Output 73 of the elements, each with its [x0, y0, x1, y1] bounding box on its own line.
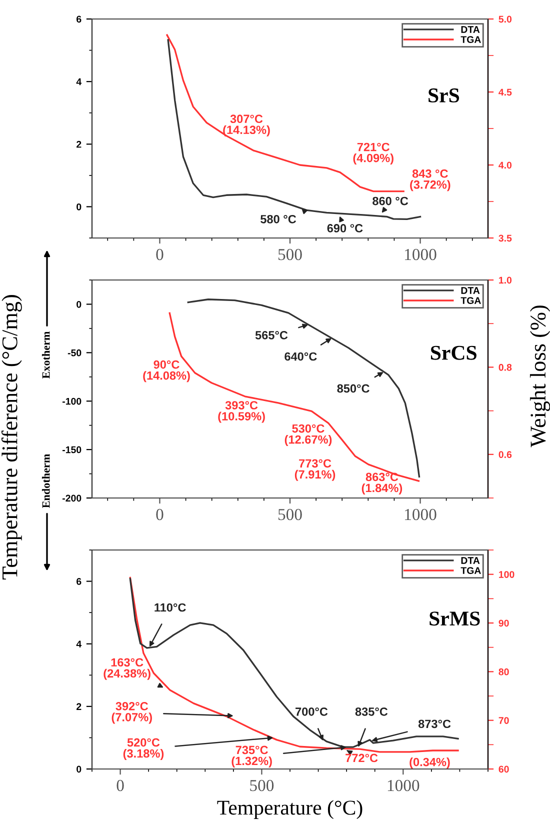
x-axis-title: Temperature (°C)	[217, 800, 362, 819]
y2-tick-label: 90	[498, 620, 509, 627]
y-tick-label: -50	[68, 349, 82, 356]
text: TGA	[460, 297, 481, 304]
y-tick-label: 2	[76, 140, 82, 148]
x-tick-label: 500	[278, 508, 302, 520]
y2-tick-label: 0.6	[498, 451, 512, 458]
x-tick-label: 0	[156, 248, 164, 260]
annotation: SrS	[428, 88, 460, 102]
annotation: 843 °C (3.72%)	[410, 169, 450, 192]
annotation: 565°C	[255, 331, 288, 340]
y2-tick-label: 100	[499, 571, 514, 578]
x-tick-label: 500	[250, 780, 274, 792]
y-tick-label: 0	[76, 300, 82, 308]
y-tick-label: -150	[62, 446, 82, 454]
annotation: 850°C	[337, 384, 370, 393]
annotation: 721°C (4.09%)	[353, 142, 394, 165]
annotation: 700°C	[296, 707, 328, 716]
y2-axis-title: Weight loss (%)	[530, 306, 550, 448]
x-tick-label: 0	[156, 508, 164, 520]
annotation: 772°C	[346, 754, 378, 762]
y2-tick-label: 70	[498, 717, 509, 724]
annotation: 393°C (10.59%)	[218, 401, 265, 423]
y-tick-label: 6	[76, 578, 82, 585]
text: Endotherm	[42, 454, 50, 508]
y2-tick-label: 5.0	[498, 16, 512, 23]
line-series	[166, 34, 404, 192]
annotation: 773°C (7.91%)	[294, 459, 336, 481]
y-tick-label: 4	[76, 640, 82, 648]
annotation: 835°C	[355, 707, 388, 716]
annotation: 110°C	[154, 603, 186, 612]
y-tick-label: -100	[62, 398, 82, 405]
y2-tick-label: 80	[498, 668, 509, 676]
annotation: 735°C (1.32%)	[232, 746, 272, 768]
y2-tick-label: 4.0	[498, 162, 512, 169]
annotation: 392°C (7.07%)	[112, 702, 152, 724]
text: DTA	[461, 287, 480, 294]
y2-tick-label: 3.5	[498, 234, 512, 242]
annotation: 90°C (14.08%)	[143, 360, 190, 382]
x-tick-label: 500	[278, 248, 302, 260]
annotation: SrCS	[430, 346, 476, 360]
y-tick-label: 0	[76, 203, 82, 210]
annotation: 860 °C	[372, 196, 408, 206]
annotation: 520°C (3.18%)	[123, 738, 164, 760]
annotation: 163°C (24.38%)	[104, 658, 150, 680]
text: TGA	[460, 36, 481, 43]
text: Exotherm	[42, 331, 50, 379]
y-tick-label: -200	[62, 494, 82, 502]
y2-tick-label: 4.5	[498, 88, 512, 96]
y-tick-label: 0	[76, 766, 82, 773]
y-tick-label: 4	[76, 78, 82, 86]
annotation: 580 °C	[260, 214, 296, 224]
annotation: (0.34%)	[410, 758, 450, 769]
annotation: 530°C (12.67%)	[284, 424, 332, 446]
y-tick-label: 2	[76, 703, 82, 710]
y-axis-title: Temperature difference (°C/mg)	[1, 295, 22, 580]
text: DTA	[461, 26, 480, 33]
annotation: 863°C (1.84%)	[362, 472, 402, 494]
y2-tick-label: 0.8	[498, 364, 512, 371]
annotation: 640°C	[284, 352, 317, 361]
x-tick-label: 0	[116, 780, 124, 792]
y2-tick-label: 1.0	[499, 276, 512, 284]
annotation: 873°C	[418, 720, 451, 728]
y-tick-label: 6	[76, 16, 82, 23]
annotation: 307°C (14.13%)	[223, 114, 270, 136]
annotation: 690 °C	[327, 224, 363, 232]
text: TGA	[460, 567, 481, 574]
x-tick-label: 1000	[405, 248, 436, 260]
x-tick-label: 1000	[405, 508, 436, 520]
y2-tick-label: 60	[498, 766, 509, 773]
x-tick-label: 1000	[388, 780, 420, 792]
annotation: SrMS	[430, 612, 480, 626]
text: DTA	[461, 557, 480, 564]
